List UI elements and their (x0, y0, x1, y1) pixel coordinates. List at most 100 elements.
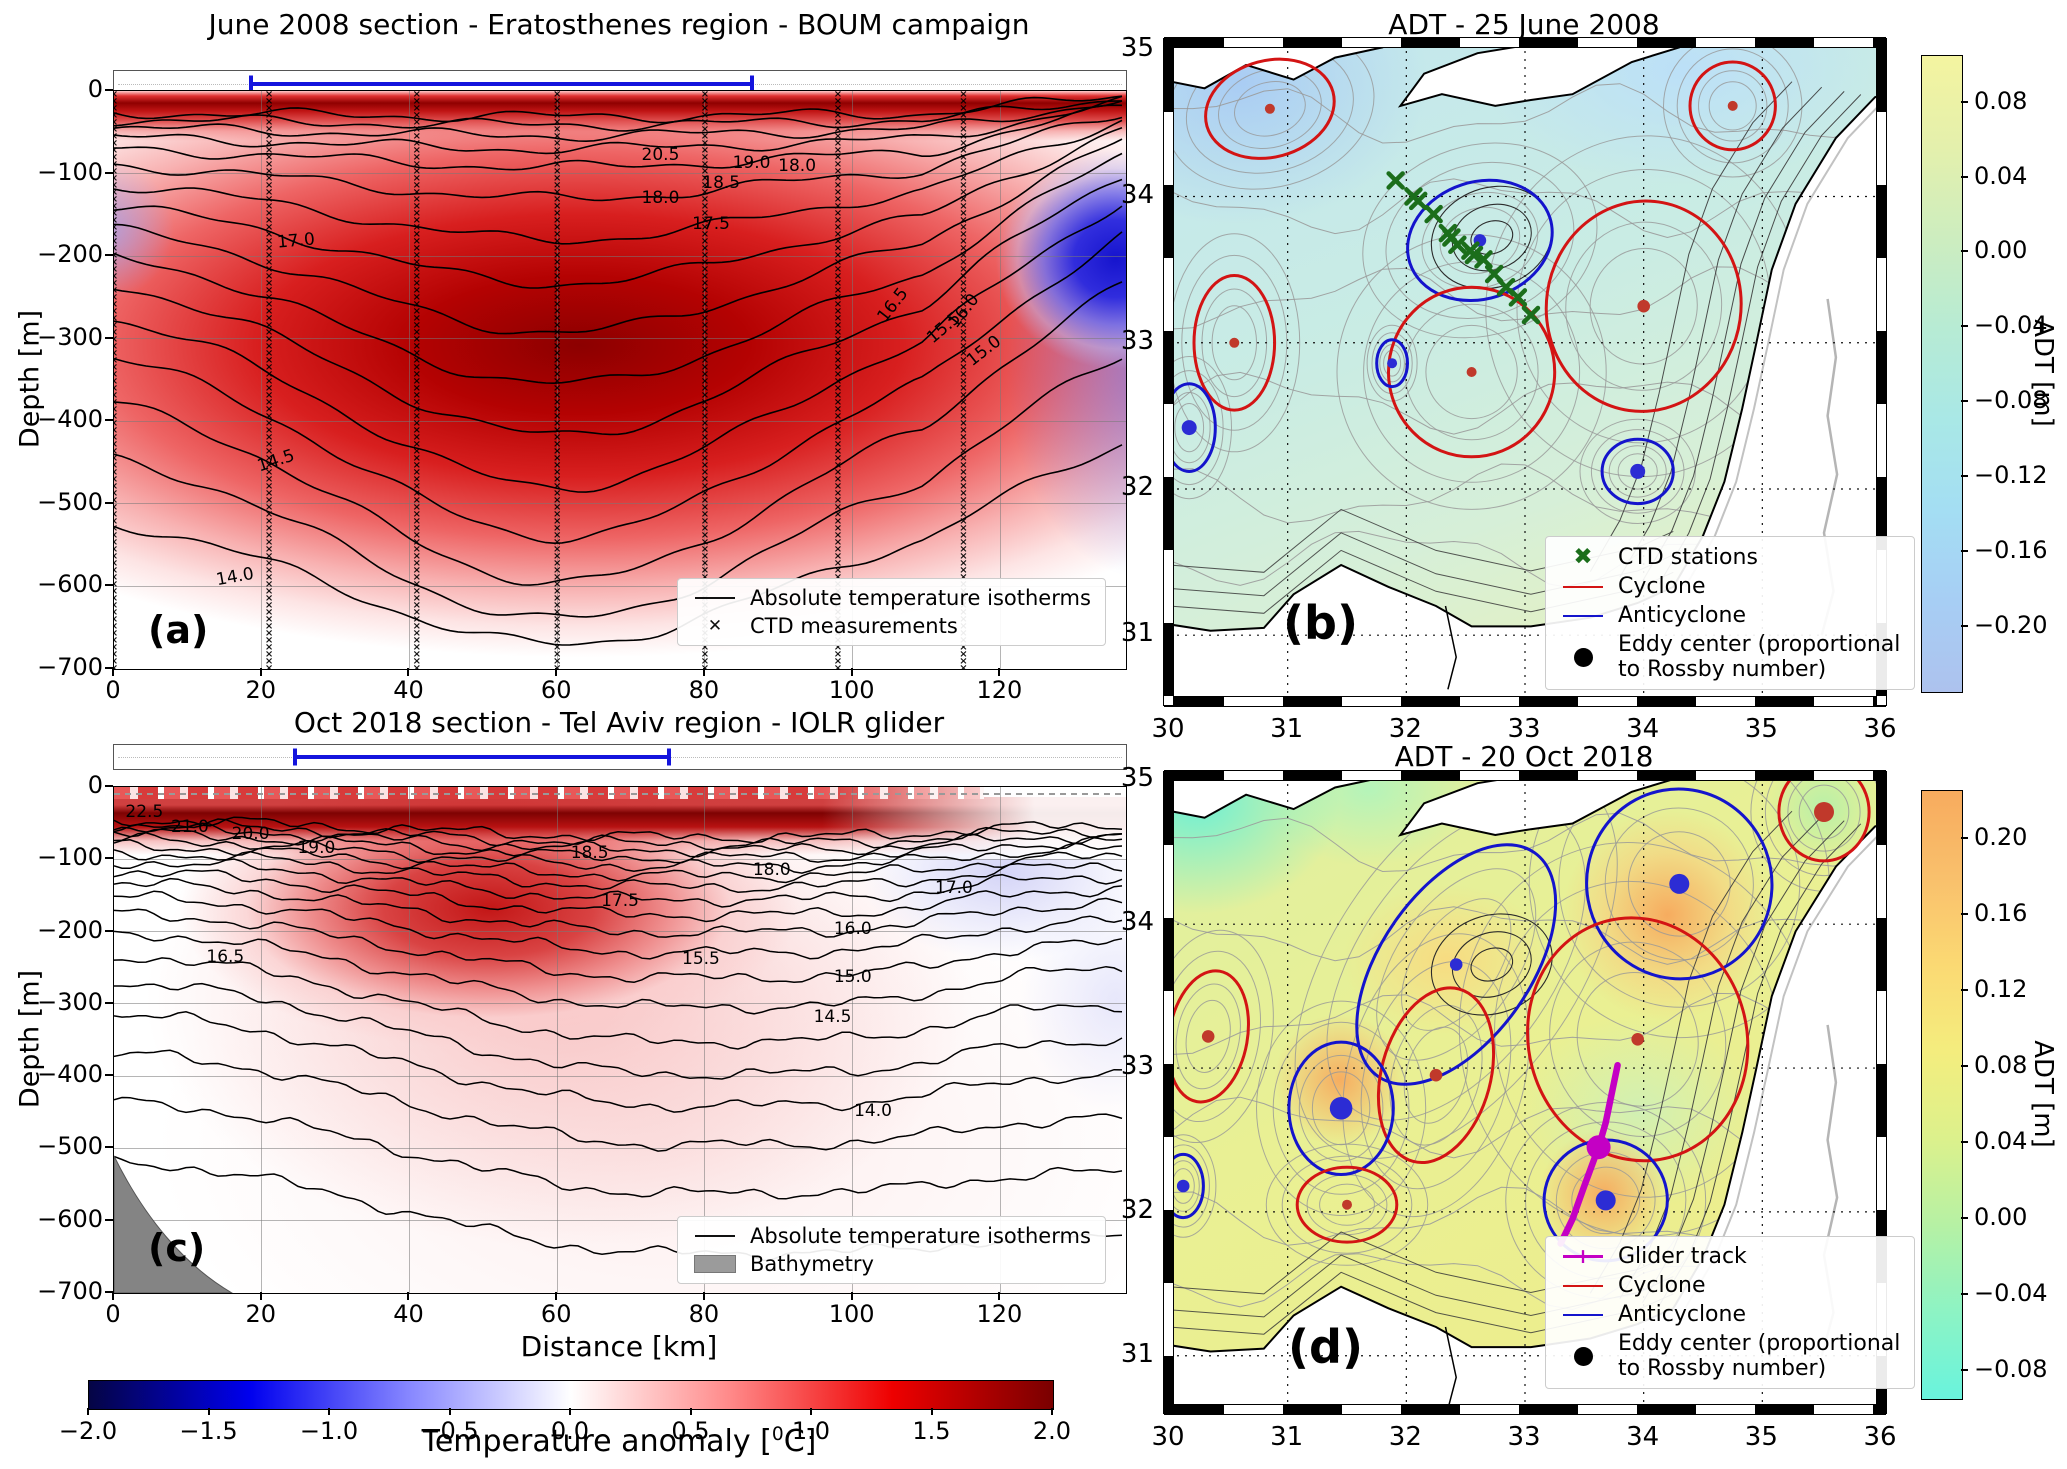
panel-b-title: ADT - 25 June 2008 (1388, 8, 1660, 41)
temperature-colorbar-gradient (89, 1381, 1053, 1409)
lat-tick-label: 35 (1120, 763, 1154, 794)
ctd-measurement-column: × × × × × × × × × × × × × × × × × × × × … (114, 91, 120, 669)
cyclone-line-symbol (1560, 1284, 1606, 1287)
colorbar-tick-label: −0.08 (1974, 386, 2048, 415)
adt-contour (1169, 356, 1232, 500)
adt-contour (1617, 453, 1658, 490)
adt-contour (1360, 961, 1512, 1190)
colorbar-tick-label: −0.16 (1974, 535, 2048, 564)
anticyclone-line-symbol (1560, 1313, 1606, 1316)
range-bar-cap (293, 748, 298, 766)
colorbar-label-sup: 0 (771, 1424, 784, 1445)
cyclone-ring (1544, 199, 1743, 413)
x-tick-label: 20 (245, 1300, 276, 1328)
adt-contour (1169, 1160, 1200, 1212)
map-frame (1164, 770, 1886, 781)
legend-label: Cyclone (1618, 1273, 1706, 1298)
isotherm-contour (114, 869, 1123, 923)
colorbar-tick-label: 0.12 (1974, 974, 2028, 1003)
cyclone-line-symbol (1560, 585, 1606, 588)
colorbar-tick-label: 0.0 (550, 1417, 590, 1445)
colorbar-tick-label: 1.0 (791, 1417, 831, 1445)
isotherm-label: 21.0 (170, 817, 209, 838)
isotherm-contour (114, 358, 1123, 618)
adt-contour (1608, 445, 1667, 498)
x-marker-icon: ✕ (707, 616, 723, 636)
eddy-center-dot (1201, 1030, 1215, 1043)
colorbar-tick-mark (810, 1408, 812, 1415)
adt-contour (1425, 324, 1518, 420)
isotherm-contour (114, 832, 1123, 874)
isotherm-contour (114, 231, 1123, 545)
coastline-turkey (1169, 43, 1387, 90)
eddy-center-dot (1387, 358, 1398, 369)
isotherm-label: 17.0 (276, 229, 316, 253)
panel-d-letter: (d) (1288, 1320, 1363, 1374)
y-tick-mark (105, 419, 113, 422)
isotherm-contour (114, 100, 1123, 132)
panel-b-legend: ✖ CTD stations Cyclone Anticyclone Eddy c… (1545, 536, 1916, 690)
legend-row: Anticyclone (1560, 1302, 1900, 1327)
colorbar-tick-label: 0.04 (1974, 161, 2028, 190)
adt-contour (1528, 776, 1830, 1039)
range-bar-segment (295, 755, 669, 759)
colorbar-tick-mark (1961, 325, 1968, 328)
y-tick-mark (105, 254, 113, 257)
surface-mottle-band (114, 787, 985, 799)
adt-contour (1336, 234, 1607, 510)
cyclone-ring (1777, 776, 1871, 863)
eddy-center-dot-icon (1560, 647, 1606, 667)
coastline-turkey (1169, 776, 1385, 819)
adt-contour (1698, 70, 1768, 142)
gridline (114, 338, 1126, 340)
map-frame (1164, 1404, 1886, 1415)
ctd-station-icon (1508, 288, 1528, 307)
y-tick-label: −600 (37, 570, 103, 599)
legend-row: Eddy center (proportional to Rossby numb… (1560, 1331, 1900, 1381)
colorbar-tick-mark (1961, 1292, 1968, 1295)
x-tick-mark (702, 1292, 705, 1300)
adt-contour (1175, 983, 1241, 1090)
ctd-station-icon: ✖ (1573, 544, 1593, 570)
anticyclone-ring (1355, 843, 1558, 1086)
isotherm-line-symbol (692, 1235, 738, 1237)
gridline (999, 91, 1001, 669)
isotherm-label: 15.5 (682, 949, 720, 970)
gridline (261, 91, 263, 669)
colorbar-gradient (1922, 791, 1962, 1399)
lon-tick-label: 30 (1151, 1422, 1185, 1452)
legend-row: Cyclone (1560, 574, 1900, 599)
legend-row: Glider track (1560, 1244, 1900, 1269)
legend-row: Eddy center (proportional to Rossby numb… (1560, 632, 1900, 682)
legend-label: Absolute temperature isotherms (750, 586, 1091, 610)
colorbar-tick-label: 0.08 (1974, 86, 2028, 115)
y-tick-label: −300 (37, 987, 103, 1016)
lon-tick-label: 35 (1744, 1422, 1778, 1452)
isotherm-label: 18.0 (641, 187, 680, 208)
legend-label: Bathymetry (750, 1252, 874, 1276)
colorbar-tick-mark (1961, 624, 1968, 627)
bathymetry-patch-icon (692, 1255, 738, 1273)
x-tick-mark (998, 1292, 1001, 1300)
eddy-center-dot-icon (1560, 1346, 1606, 1366)
legend-row: ✖ CTD stations (1560, 544, 1900, 570)
x-tick-label: 100 (828, 1300, 875, 1328)
coastline-cyprus (1397, 43, 1685, 108)
colorbar-tick-label: −0.20 (1974, 610, 2048, 639)
y-tick-label: −700 (37, 653, 103, 681)
isotherm-contour (114, 205, 1123, 493)
lat-tick-label: 34 (1120, 907, 1154, 938)
adt-contour (1401, 898, 1512, 1031)
colorbar-tick-label: 2.0 (1032, 1417, 1072, 1445)
lat-tick-label: 33 (1120, 1051, 1154, 1082)
panel-a-title: June 2008 section - Eratosthenes region … (208, 8, 1030, 41)
gridline (999, 787, 1001, 1293)
anticyclone-ring (1169, 382, 1217, 473)
colorbar-tick-label: −2.0 (58, 1417, 118, 1445)
adt-contour (1663, 43, 1803, 178)
range-bar-cap (248, 75, 253, 93)
adt-contour (1174, 403, 1205, 453)
lon-tick-label: 35 (1744, 714, 1778, 744)
isotherm-label: 15.0 (833, 966, 872, 987)
